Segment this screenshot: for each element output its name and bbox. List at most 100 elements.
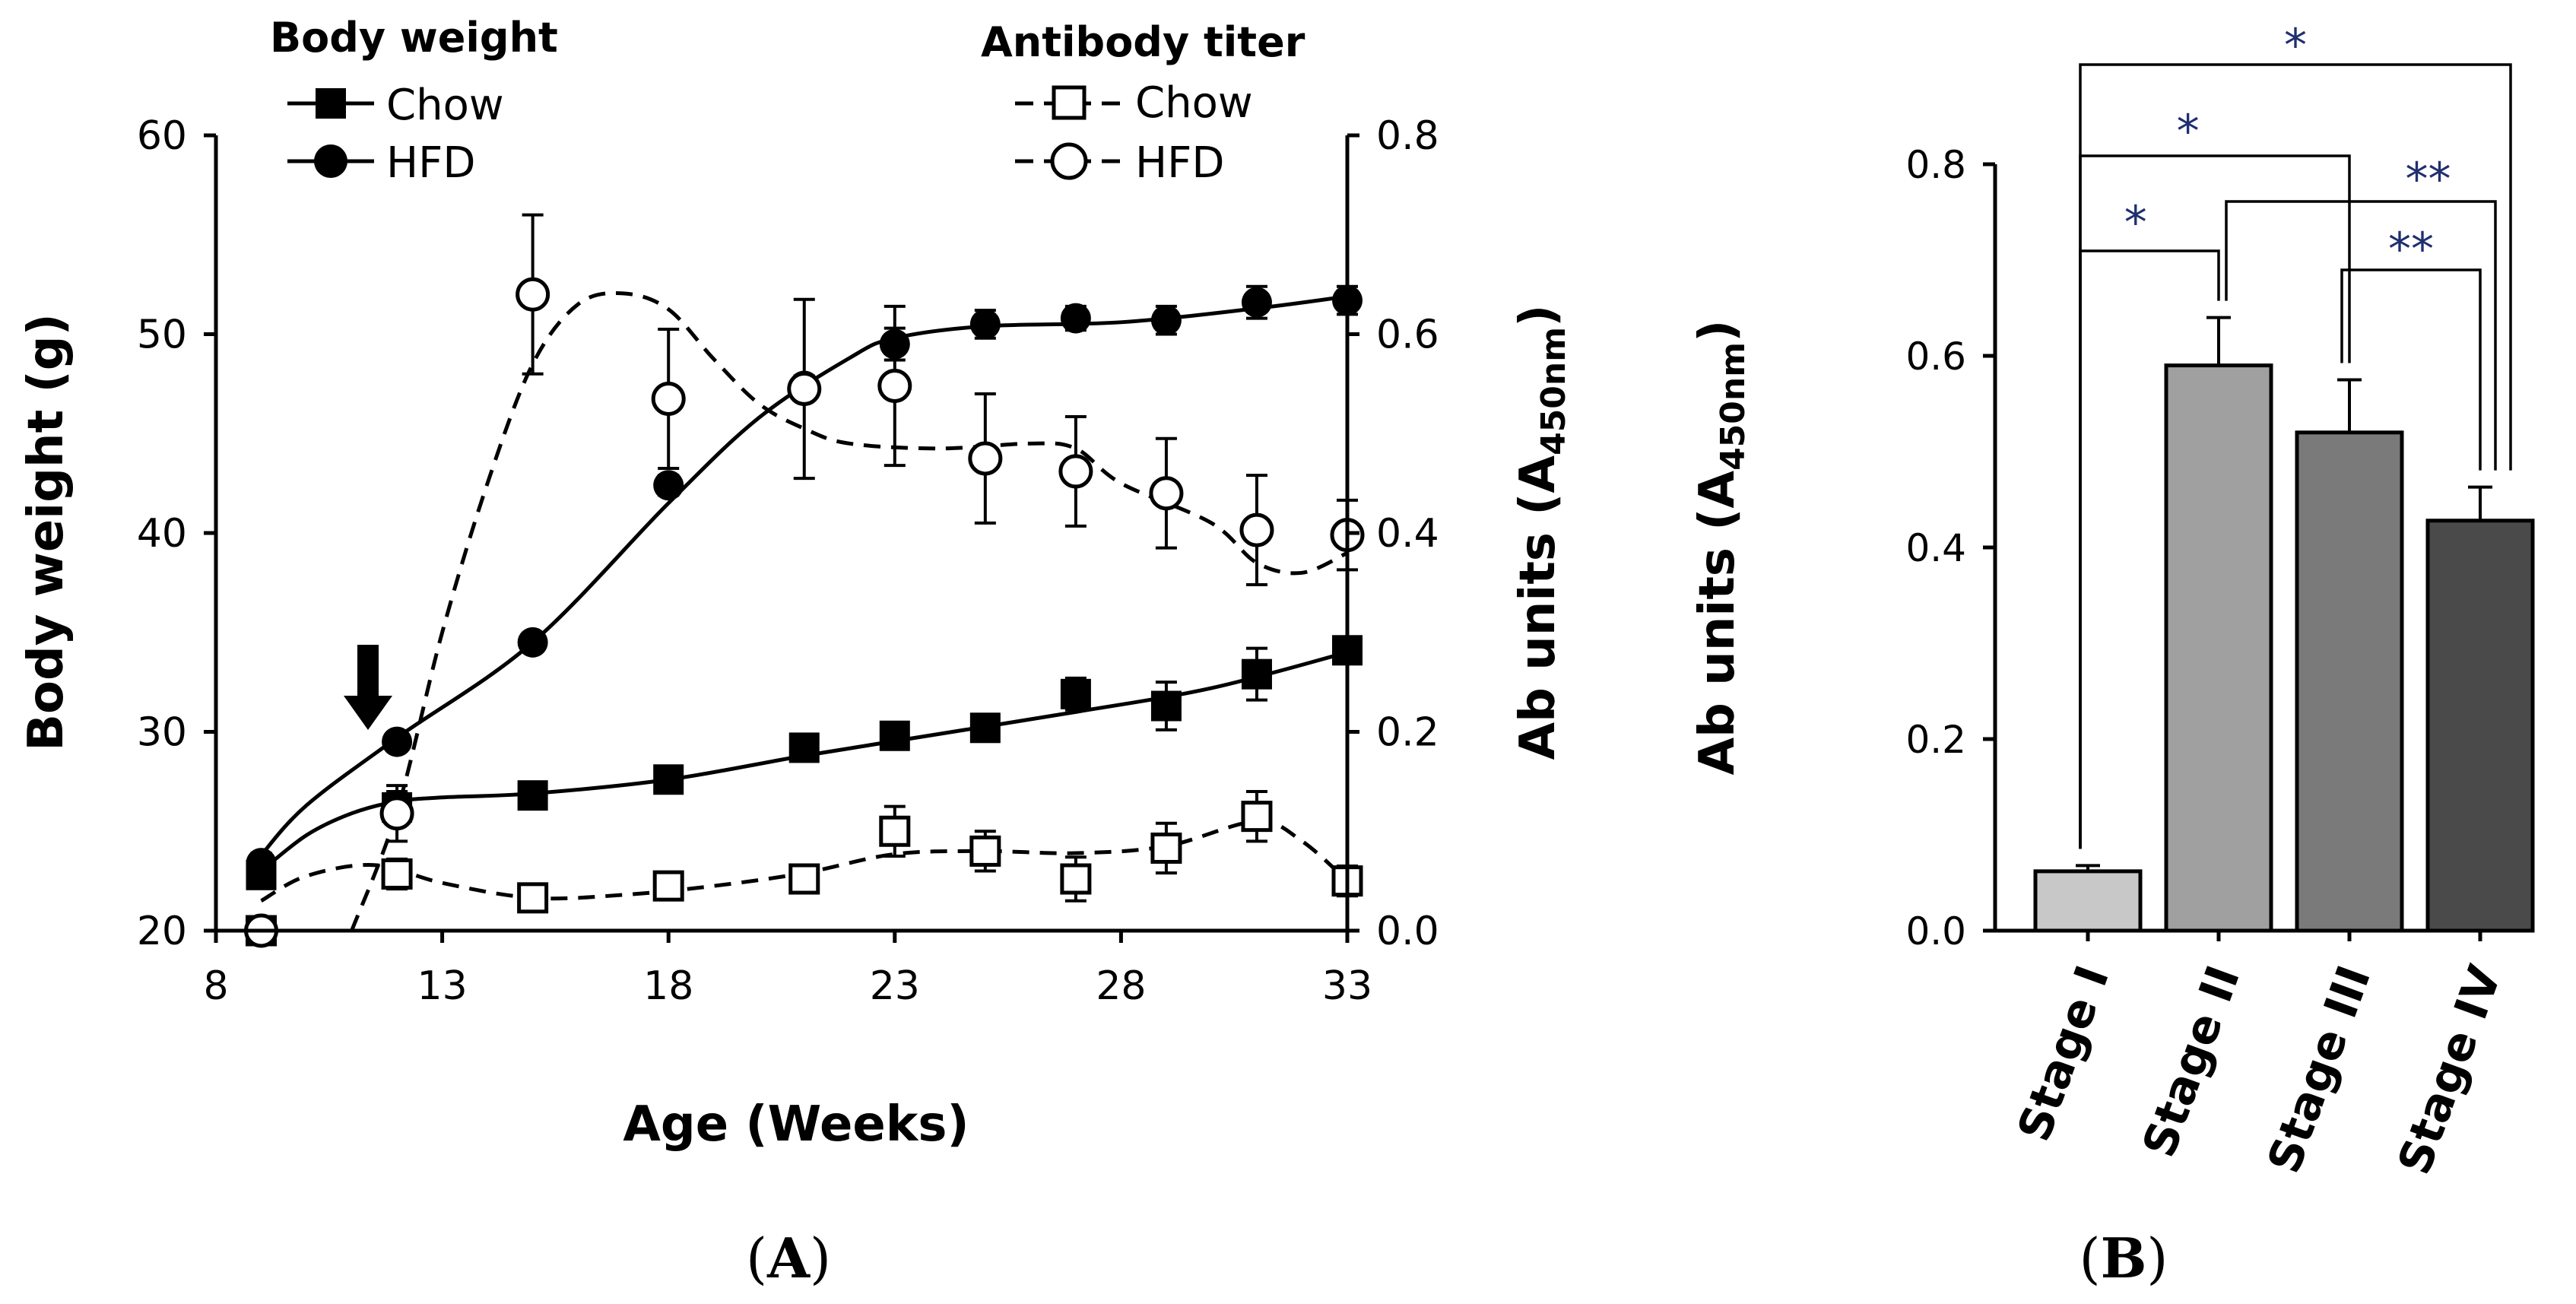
bar	[2164, 363, 2273, 933]
significance-label: **	[2406, 153, 2451, 206]
data-point	[1241, 658, 1272, 690]
data-point	[1150, 690, 1182, 722]
data-point	[1149, 476, 1184, 511]
significance-bracket	[2340, 268, 2482, 471]
data-point	[969, 712, 1001, 744]
y-tick-label: 20	[137, 909, 187, 954]
legend-square-filled-icon	[316, 88, 346, 119]
legend-body-weight-title: Body weight	[270, 14, 558, 62]
legend-hfd-label: HFD	[386, 138, 475, 188]
legend-circle-filled-icon	[314, 144, 347, 178]
x-tick-label: 13	[417, 963, 468, 1009]
data-point	[246, 848, 277, 879]
significance-label: *	[2124, 196, 2147, 249]
error-bars	[250, 213, 1358, 908]
axis-ticks: 8 13 18 23 28 33 20 30 40 50 60 0.0 0.2 0.4 0.6 0.8	[137, 113, 1439, 1009]
b-y-axis-title: Ab units (A450nm)	[1689, 320, 1753, 776]
data-point	[1060, 863, 1092, 895]
y2-tick-label: 0.8	[1376, 113, 1439, 159]
bar	[2033, 869, 2143, 933]
y2-tick-label: 0.4	[1376, 511, 1439, 557]
y2-axis-title: Ab units (A450nm)	[1510, 305, 1573, 760]
data-point	[968, 441, 1003, 476]
significance-brackets: *******	[2079, 19, 2512, 849]
data-point	[382, 726, 413, 757]
category-label: Stage II	[2133, 959, 2251, 1164]
category-label: Stage IV	[2388, 959, 2513, 1182]
hfd-titer-curve	[350, 290, 1349, 931]
data-point	[1241, 801, 1273, 833]
data-point	[516, 277, 550, 312]
data-point	[517, 627, 548, 658]
y-axis-title: Body weight (g)	[18, 313, 75, 751]
data-point	[1058, 454, 1093, 489]
data-point	[788, 863, 820, 895]
data-point	[1239, 512, 1274, 547]
legend-antibody-titer-title: Antibody titer	[981, 18, 1305, 66]
b-y-tick-label: 0.2	[1905, 718, 1966, 762]
data-point	[879, 815, 911, 847]
x-axis-title: Age (Weeks)	[623, 1096, 969, 1153]
legend-circle-open-icon	[1050, 142, 1088, 180]
data-point	[1060, 303, 1091, 334]
data-point	[651, 381, 686, 416]
x-tick-label: 23	[870, 963, 920, 1009]
category-label: Stage I	[2007, 959, 2120, 1148]
x-tick-label: 8	[203, 963, 228, 1009]
data-point	[381, 858, 413, 890]
y-tick-label: 60	[137, 113, 187, 159]
data-point	[517, 780, 548, 811]
legend-hfd-titer-label: HFD	[1135, 138, 1224, 188]
legend-square-open-icon	[1052, 85, 1087, 120]
significance-label: *	[2284, 19, 2307, 72]
legend-body-weight: Body weight Chow HFD	[270, 14, 558, 188]
significance-label: *	[2177, 105, 2200, 158]
legend-chow-titer-label: Chow	[1135, 78, 1253, 128]
panel-label-a: (A)	[746, 1226, 831, 1290]
b-y-tick-label: 0.6	[1905, 335, 1966, 379]
data-point	[969, 835, 1001, 867]
data-point	[653, 470, 684, 501]
significance-label: **	[2388, 223, 2434, 276]
b-y-tick-label: 0.4	[1905, 526, 1966, 570]
data-point	[653, 764, 684, 795]
data-point	[1060, 678, 1091, 709]
b-y-tick-label: 0.8	[1905, 143, 1966, 187]
legend-antibody-titer: Antibody titer Chow HFD	[981, 18, 1305, 188]
data-point	[969, 309, 1001, 340]
data-point	[788, 732, 820, 763]
x-tick-label: 33	[1322, 963, 1372, 1009]
y2-tick-label: 0.6	[1376, 313, 1439, 358]
data-point	[1241, 287, 1272, 318]
y2-tick-label: 0.0	[1376, 909, 1439, 954]
y2-tick-label: 0.2	[1376, 710, 1439, 756]
down-arrow-icon	[344, 645, 392, 730]
data-point	[1150, 832, 1182, 864]
category-label: Stage III	[2257, 959, 2381, 1180]
data-point	[787, 371, 822, 406]
chow-weight-curve	[259, 650, 1348, 873]
markers	[244, 277, 1365, 948]
x-tick-label: 28	[1096, 963, 1146, 1009]
y-tick-label: 30	[137, 710, 187, 756]
bar	[2295, 430, 2404, 933]
b-y-tick-label: 0.0	[1905, 909, 1966, 953]
bars	[2033, 316, 2535, 933]
y-tick-label: 40	[137, 511, 187, 557]
panel-b: 0.0 0.2 0.4 0.6 0.8 Stage I Stage II Stage III S…	[1689, 19, 2535, 1182]
legend-chow-label: Chow	[386, 81, 504, 130]
bar	[2425, 519, 2535, 933]
y-tick-label: 50	[137, 313, 187, 358]
data-point	[517, 882, 549, 914]
significance-bracket	[2079, 63, 2512, 849]
data-point	[1150, 305, 1182, 336]
data-point	[652, 870, 684, 902]
panel-a: 8 13 18 23 28 33 20 30 40 50 60 0.0 0.2 0.4 0.6 0.8 Bod…	[18, 14, 1573, 1153]
data-point	[879, 328, 910, 360]
data-point	[877, 368, 912, 403]
significance-bracket	[2225, 200, 2497, 471]
panel-label-b: (B)	[2079, 1226, 2168, 1290]
x-tick-label: 18	[643, 963, 693, 1009]
data-point	[379, 796, 414, 831]
